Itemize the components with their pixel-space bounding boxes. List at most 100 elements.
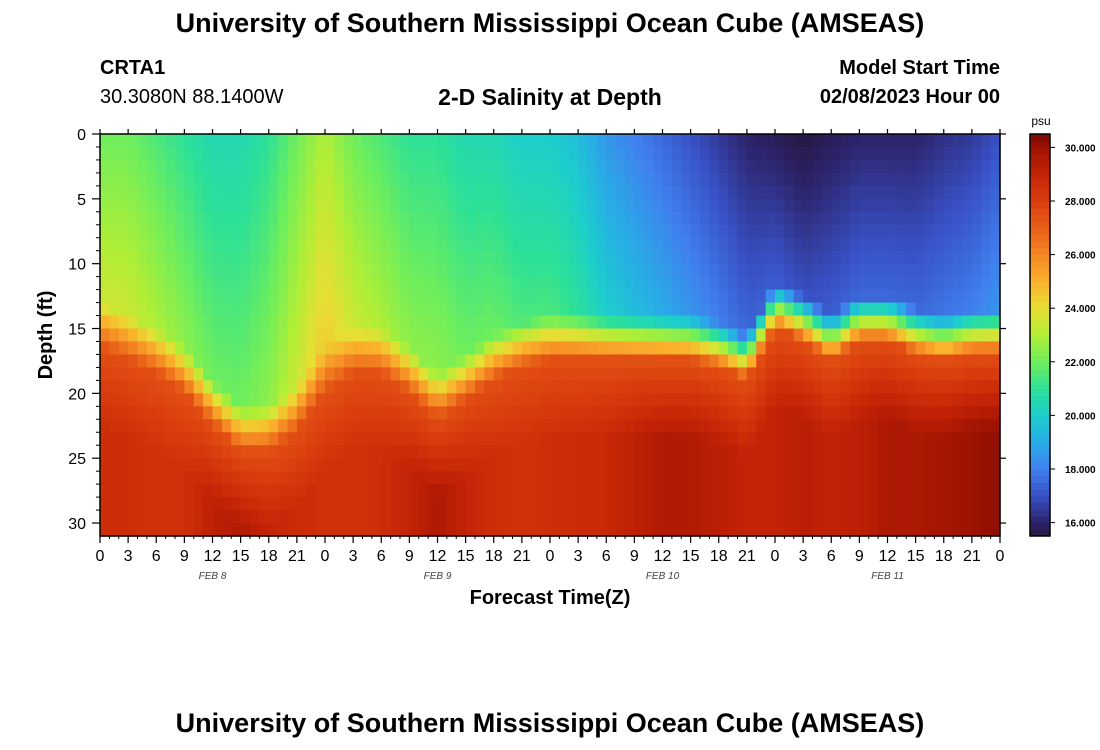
heatmap-cell — [503, 276, 514, 291]
heatmap-cell — [353, 484, 364, 498]
heatmap-cell — [550, 510, 560, 524]
heatmap-cell — [334, 159, 345, 174]
heatmap-cell — [493, 276, 504, 291]
heatmap-cell — [175, 341, 185, 356]
heatmap-cell — [793, 250, 804, 265]
heatmap-cell — [840, 224, 851, 239]
heatmap-cell — [221, 393, 232, 407]
heatmap-cell — [259, 523, 270, 537]
heatmap-cell — [109, 367, 120, 381]
heatmap-cell — [681, 406, 692, 420]
date-label: FEB 8 — [199, 571, 227, 582]
heatmap-cell — [962, 497, 973, 511]
heatmap-cell — [381, 328, 392, 343]
colorbar-segment — [1030, 180, 1050, 189]
heatmap-cell — [653, 146, 664, 161]
heatmap-cell — [409, 471, 420, 485]
heatmap-cell — [681, 471, 692, 485]
heatmap-cell — [596, 471, 607, 485]
heatmap-cell — [775, 172, 785, 187]
heatmap-cell — [475, 367, 485, 381]
heatmap-cell — [756, 172, 767, 187]
heatmap-cell — [568, 134, 579, 148]
heatmap-cell — [353, 289, 364, 304]
heatmap-cell — [137, 341, 148, 356]
heatmap-cell — [850, 406, 860, 420]
heatmap-cell — [559, 198, 570, 213]
heatmap-cell — [775, 263, 785, 278]
heatmap-cell — [493, 484, 504, 498]
heatmap-cell — [193, 432, 204, 446]
heatmap-cell — [906, 432, 917, 446]
heatmap-cell — [746, 354, 757, 369]
heatmap-cell — [765, 432, 776, 446]
heatmap-cell — [278, 497, 289, 511]
heatmap-cell — [484, 497, 495, 511]
heatmap-cell — [934, 172, 945, 187]
heatmap-cell — [418, 159, 429, 174]
heatmap-cell — [821, 432, 832, 446]
heatmap-cell — [193, 315, 204, 330]
heatmap-cell — [671, 458, 682, 472]
heatmap-cell — [334, 302, 345, 317]
heatmap-cell — [409, 224, 420, 239]
heatmap-cell — [606, 328, 617, 343]
heatmap-cell — [128, 276, 139, 291]
heatmap-cell — [334, 523, 345, 537]
heatmap-cell — [934, 315, 945, 330]
heatmap-cell — [100, 341, 110, 356]
heatmap-cell — [812, 134, 823, 148]
heatmap-cell — [100, 510, 110, 524]
heatmap-cell — [100, 367, 110, 381]
heatmap-cell — [765, 510, 776, 524]
heatmap-cell — [212, 289, 223, 304]
heatmap-cell — [306, 354, 317, 369]
heatmap-cell — [587, 289, 598, 304]
heatmap-cell — [550, 523, 560, 537]
x-tick-label: 12 — [429, 548, 447, 565]
heatmap-cell — [587, 211, 598, 226]
heatmap-cell — [334, 250, 345, 265]
heatmap-cell — [859, 406, 870, 420]
heatmap-cell — [690, 367, 701, 381]
heatmap-cell — [306, 432, 317, 446]
heatmap-cell — [231, 406, 242, 420]
colorbar-segment — [1030, 308, 1050, 316]
heatmap-cell — [850, 198, 860, 213]
heatmap-cell — [550, 250, 560, 265]
heatmap-cell — [784, 419, 795, 433]
heatmap-cell — [165, 146, 176, 161]
heatmap-cell — [737, 380, 748, 394]
heatmap-cell — [559, 497, 570, 511]
heatmap-cell — [643, 419, 654, 433]
heatmap-cell — [231, 250, 242, 265]
heatmap-cell — [953, 380, 964, 394]
heatmap-cell — [156, 211, 167, 226]
x-tick-label: 0 — [771, 548, 780, 565]
heatmap-cell — [306, 419, 317, 433]
heatmap-cell — [221, 315, 232, 330]
heatmap-cell — [821, 237, 832, 252]
heatmap-cell — [850, 289, 860, 304]
heatmap-cell — [821, 211, 832, 226]
heatmap-cell — [418, 328, 429, 343]
heatmap-cell — [831, 224, 842, 239]
heatmap-cell — [428, 224, 439, 239]
heatmap-cell — [934, 134, 945, 148]
heatmap-cell — [981, 134, 992, 148]
heatmap-cell — [700, 458, 710, 472]
heatmap-cell — [353, 224, 364, 239]
heatmap-cell — [465, 224, 476, 239]
heatmap-cell — [109, 510, 120, 524]
heatmap-cell — [137, 458, 148, 472]
heatmap-cell — [709, 341, 720, 356]
heatmap-cell — [700, 211, 710, 226]
heatmap-cell — [315, 471, 326, 485]
heatmap-cell — [175, 315, 185, 330]
heatmap-cell — [943, 224, 954, 239]
heatmap-cell — [296, 523, 307, 537]
heatmap-cell — [381, 289, 392, 304]
heatmap-cell — [203, 510, 214, 524]
heatmap-cell — [250, 134, 260, 148]
heatmap-cell — [521, 198, 532, 213]
